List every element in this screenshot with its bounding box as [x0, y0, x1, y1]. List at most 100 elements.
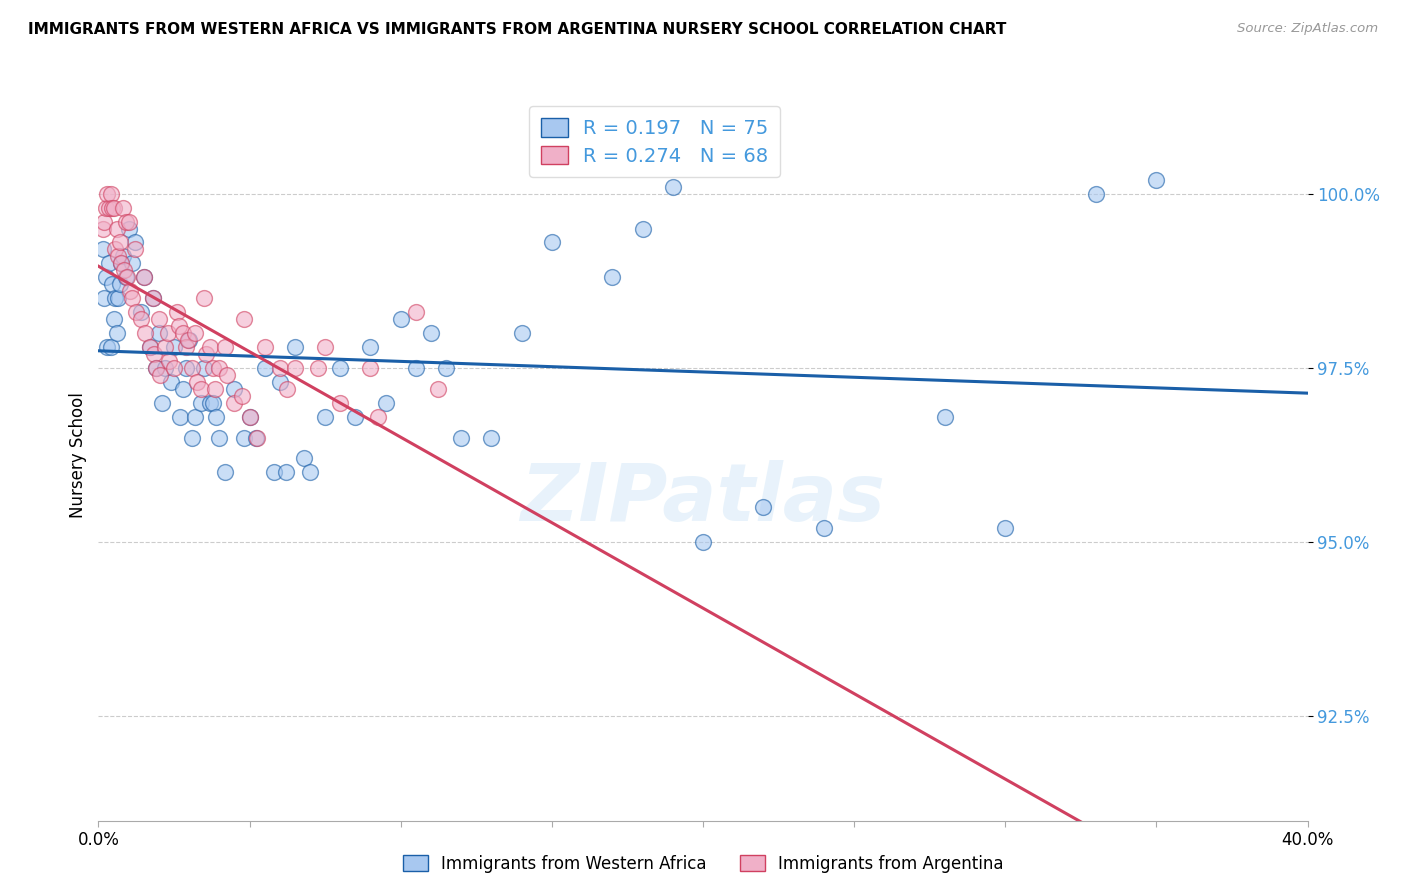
Y-axis label: Nursery School: Nursery School — [69, 392, 87, 518]
Point — [107, 291, 129, 305]
Point — [190, 395, 212, 409]
Point — [329, 360, 352, 375]
Legend: Immigrants from Western Africa, Immigrants from Argentina: Immigrants from Western Africa, Immigran… — [396, 848, 1010, 880]
Point — [284, 340, 307, 354]
Point — [110, 256, 132, 270]
Point — [96, 186, 118, 201]
Point — [121, 291, 143, 305]
Point — [142, 291, 165, 305]
Point — [420, 326, 443, 340]
Point — [110, 256, 132, 270]
Point — [100, 340, 122, 354]
Point — [631, 221, 654, 235]
Point — [103, 312, 125, 326]
Point — [100, 186, 122, 201]
Point — [142, 291, 165, 305]
Point — [314, 340, 336, 354]
Point — [360, 340, 382, 354]
Point — [752, 500, 775, 515]
Point — [148, 326, 170, 340]
Point — [202, 360, 225, 375]
Point — [94, 201, 117, 215]
Point — [156, 326, 179, 340]
Point — [246, 430, 269, 444]
Point — [111, 201, 134, 215]
Point — [184, 326, 207, 340]
Point — [129, 312, 152, 326]
Point — [602, 270, 624, 285]
Point — [190, 382, 212, 396]
Point — [169, 409, 191, 424]
Point — [1085, 186, 1108, 201]
Point — [145, 360, 167, 375]
Point — [143, 347, 166, 361]
Point — [172, 382, 194, 396]
Point — [299, 466, 322, 480]
Point — [224, 395, 246, 409]
Point — [160, 375, 183, 389]
Point — [231, 389, 253, 403]
Point — [181, 360, 204, 375]
Point — [481, 430, 503, 444]
Point — [813, 521, 835, 535]
Point — [93, 214, 115, 228]
Point — [405, 305, 427, 319]
Point — [107, 249, 129, 263]
Point — [98, 256, 121, 270]
Point — [121, 256, 143, 270]
Point — [284, 360, 307, 375]
Point — [374, 395, 396, 409]
Point — [101, 201, 124, 215]
Point — [148, 312, 170, 326]
Point — [101, 277, 124, 292]
Point — [91, 243, 114, 257]
Point — [204, 382, 226, 396]
Point — [115, 270, 138, 285]
Point — [114, 270, 136, 285]
Point — [159, 354, 181, 368]
Text: ZIPatlas: ZIPatlas — [520, 459, 886, 538]
Point — [405, 360, 427, 375]
Point — [239, 409, 262, 424]
Point — [91, 221, 114, 235]
Point — [292, 451, 315, 466]
Text: IMMIGRANTS FROM WESTERN AFRICA VS IMMIGRANTS FROM ARGENTINA NURSERY SCHOOL CORRE: IMMIGRANTS FROM WESTERN AFRICA VS IMMIGR… — [28, 22, 1007, 37]
Point — [329, 395, 352, 409]
Point — [139, 340, 162, 354]
Point — [510, 326, 533, 340]
Point — [103, 201, 125, 215]
Point — [105, 221, 128, 235]
Point — [96, 340, 118, 354]
Point — [200, 340, 222, 354]
Point — [112, 263, 135, 277]
Point — [108, 235, 131, 250]
Point — [176, 333, 198, 347]
Point — [253, 340, 276, 354]
Point — [94, 270, 117, 285]
Point — [434, 360, 457, 375]
Point — [224, 382, 246, 396]
Point — [179, 333, 201, 347]
Point — [174, 340, 197, 354]
Point — [269, 375, 291, 389]
Point — [208, 360, 231, 375]
Point — [149, 368, 172, 382]
Point — [314, 409, 336, 424]
Point — [215, 368, 238, 382]
Point — [661, 179, 683, 194]
Point — [202, 395, 225, 409]
Point — [174, 360, 197, 375]
Point — [263, 466, 285, 480]
Point — [245, 430, 267, 444]
Point — [163, 360, 186, 375]
Point — [153, 340, 176, 354]
Point — [181, 430, 204, 444]
Point — [111, 249, 134, 263]
Point — [139, 340, 162, 354]
Point — [104, 291, 127, 305]
Text: Source: ZipAtlas.com: Source: ZipAtlas.com — [1237, 22, 1378, 36]
Point — [98, 201, 121, 215]
Point — [163, 340, 186, 354]
Point — [367, 409, 389, 424]
Point — [194, 347, 217, 361]
